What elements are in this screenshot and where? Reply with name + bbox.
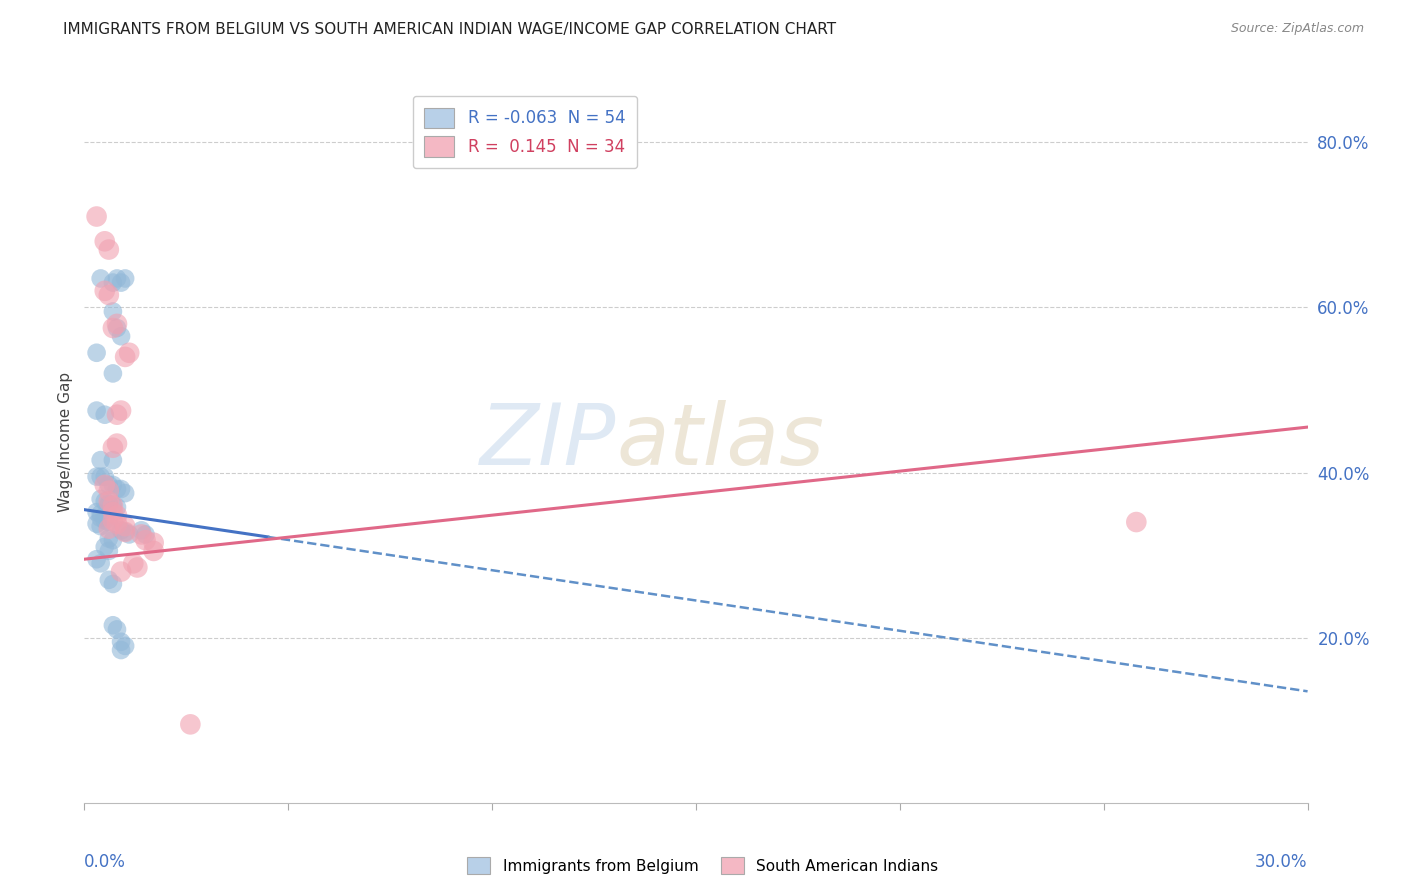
Point [97,478,120,492]
Point [97,515,120,529]
Point [101,618,124,632]
Point [101,478,124,492]
Point [101,367,124,381]
Point [101,441,124,455]
Point [97,494,120,508]
Point [86,505,108,519]
Point [86,552,108,566]
Point [135,527,157,541]
Legend: R = -0.063  N = 54, R =  0.145  N = 34: R = -0.063 N = 54, R = 0.145 N = 34 [412,95,637,169]
Point [90,557,112,571]
Point [127,560,149,574]
Point [122,557,145,571]
Point [105,508,128,523]
Point [90,469,112,483]
Point [114,524,136,539]
Point [118,527,141,541]
Point [86,403,108,417]
Text: IMMIGRANTS FROM BELGIUM VS SOUTH AMERICAN INDIAN WAGE/INCOME GAP CORRELATION CHA: IMMIGRANTS FROM BELGIUM VS SOUTH AMERICA… [63,22,837,37]
Point [114,639,136,653]
Text: 0.0%: 0.0% [84,854,127,871]
Point [93,469,115,483]
Point [101,304,124,318]
Point [93,408,115,422]
Point [90,507,112,521]
Point [105,623,128,637]
Point [90,491,112,506]
Point [105,482,128,496]
Point [114,350,136,364]
Point [105,516,128,531]
Point [101,533,124,548]
Point [97,483,120,498]
Point [101,276,124,290]
Point [93,284,115,298]
Point [97,544,120,558]
Point [101,499,124,513]
Point [101,499,124,513]
Point [90,453,112,467]
Point [105,271,128,285]
Point [1125,515,1147,529]
Point [86,469,108,483]
Point [114,519,136,533]
Point [179,717,201,731]
Point [131,524,153,538]
Point [131,527,153,541]
Text: ZIP: ZIP [481,400,616,483]
Text: atlas: atlas [616,400,824,483]
Point [97,288,120,302]
Point [93,508,115,523]
Point [93,494,115,508]
Point [101,321,124,335]
Point [101,453,124,467]
Point [110,643,132,657]
Point [86,345,108,359]
Point [93,235,115,249]
Point [97,522,120,536]
Point [118,345,141,359]
Point [114,271,136,285]
Point [142,544,165,558]
Point [110,524,132,538]
Point [97,573,120,587]
Point [86,210,108,224]
Point [110,403,132,417]
Point [105,436,128,450]
Point [93,478,115,492]
Point [90,519,112,533]
Point [105,500,128,515]
Text: Source: ZipAtlas.com: Source: ZipAtlas.com [1230,22,1364,36]
Point [101,577,124,591]
Point [90,271,112,285]
Text: 30.0%: 30.0% [1256,854,1308,871]
Point [110,565,132,579]
Point [101,513,124,527]
Point [142,535,165,549]
Point [101,505,124,519]
Point [105,321,128,335]
Point [114,486,136,500]
Point [110,329,132,343]
Point [97,243,120,257]
Point [110,634,132,648]
Point [110,482,132,496]
Point [135,533,157,548]
Point [110,276,132,290]
Point [114,524,136,539]
Point [105,408,128,422]
Point [97,532,120,546]
Point [93,513,115,527]
Point [97,497,120,511]
Legend: Immigrants from Belgium, South American Indians: Immigrants from Belgium, South American … [461,851,945,880]
Point [105,317,128,331]
Point [86,516,108,531]
Y-axis label: Wage/Income Gap: Wage/Income Gap [58,371,73,512]
Point [90,511,112,525]
Point [93,540,115,554]
